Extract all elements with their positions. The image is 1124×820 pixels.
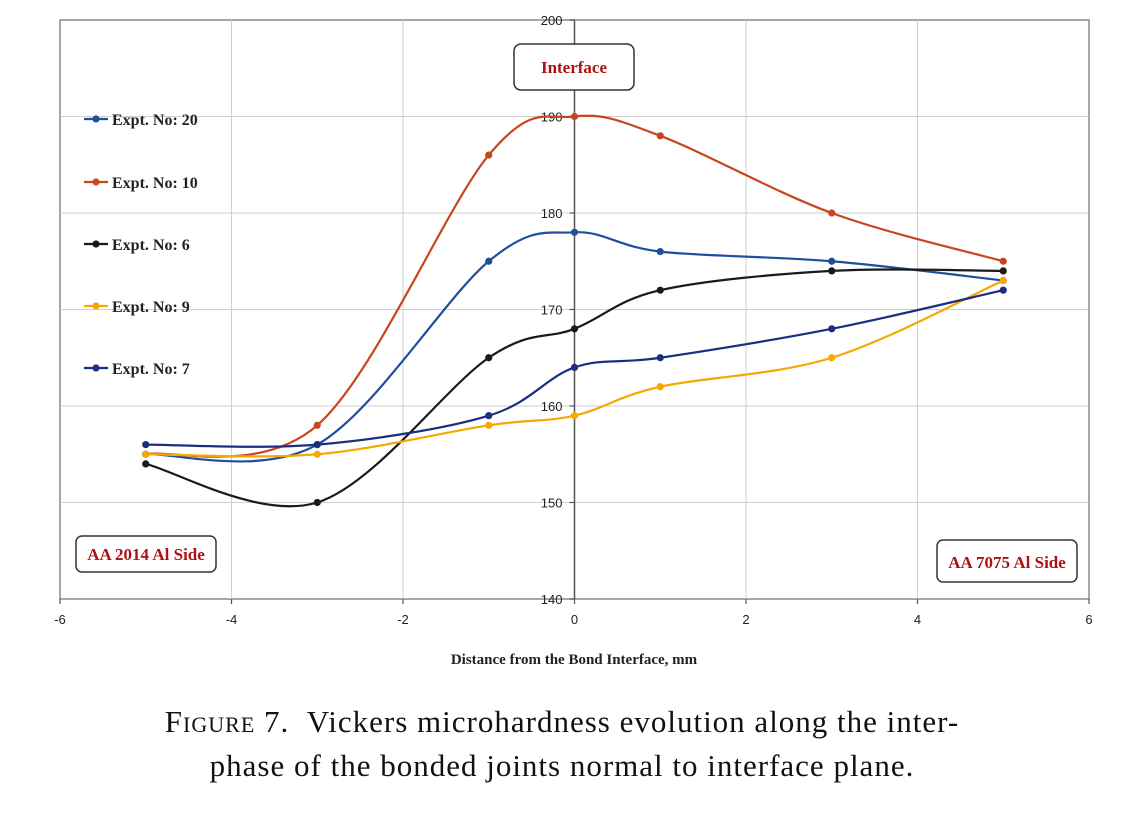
x-tick-label: -4	[226, 612, 238, 627]
data-point	[570, 363, 579, 371]
y-tick-label: 150	[541, 496, 563, 511]
legend-label: Expt. No: 9	[112, 299, 190, 316]
caption-text-line2: phase of the bonded joints normal to int…	[209, 748, 915, 783]
data-point	[656, 286, 664, 294]
data-point	[485, 412, 493, 420]
data-point	[313, 441, 321, 449]
data-point	[485, 151, 493, 159]
data-point	[485, 421, 493, 429]
data-point	[999, 267, 1007, 275]
legend-item: Expt. No: 7	[84, 361, 190, 378]
x-tick-label: -2	[397, 612, 409, 627]
legend-item: Expt. No: 6	[84, 237, 190, 254]
x-tick-label: 2	[742, 612, 749, 627]
caption-label: Figure 7.	[164, 704, 290, 739]
data-point	[999, 276, 1007, 285]
data-point	[828, 257, 836, 265]
legend-marker	[92, 364, 100, 372]
y-tick-label: 140	[541, 592, 563, 607]
data-point	[142, 460, 150, 468]
interface-annotation: Interface	[513, 43, 635, 91]
legend-label: Expt. No: 7	[112, 361, 190, 378]
data-point	[570, 112, 579, 121]
data-point	[656, 132, 664, 140]
data-point	[313, 450, 321, 458]
right-side-label: AA 7075 Al Side	[948, 553, 1066, 572]
y-tick-label: 180	[541, 206, 563, 221]
figure-caption: Figure 7. Vickers microhardness evolutio…	[0, 700, 1124, 788]
x-tick-label: 4	[914, 612, 921, 627]
legend-item: Expt. No: 20	[84, 112, 198, 129]
y-tick-label: 170	[541, 303, 563, 318]
interface-label: Interface	[541, 58, 608, 77]
right-side-annotation: AA 7075 Al Side	[936, 539, 1078, 583]
data-point	[570, 325, 579, 333]
legend-marker	[92, 115, 100, 123]
data-point	[828, 354, 836, 362]
data-point	[142, 450, 150, 458]
left-side-annotation: AA 2014 Al Side	[75, 535, 217, 573]
y-tick-label: 200	[541, 13, 563, 28]
legend-marker	[92, 302, 100, 310]
legend-marker	[92, 240, 100, 248]
x-axis-title: Distance from the Bond Interface, mm	[451, 652, 698, 668]
legend-item: Expt. No: 10	[84, 175, 198, 192]
data-point	[313, 421, 321, 429]
x-tick-label: 0	[571, 612, 578, 627]
data-point	[828, 209, 836, 217]
x-tick-label: -6	[54, 612, 66, 627]
data-point	[485, 354, 493, 362]
data-point	[313, 498, 321, 507]
x-tick-label: 6	[1085, 612, 1092, 627]
legend-item: Expt. No: 9	[84, 299, 190, 316]
legend-label: Expt. No: 6	[112, 237, 190, 254]
caption-text: Vickers microhardness evolution along th…	[306, 704, 960, 739]
series-3	[142, 267, 1007, 508]
data-point	[828, 325, 836, 333]
series-4	[142, 276, 1007, 458]
series-lines	[142, 112, 1007, 508]
data-point	[999, 286, 1007, 294]
series-5	[142, 286, 1007, 449]
data-point	[656, 383, 664, 391]
data-point	[656, 354, 664, 362]
data-point	[570, 412, 579, 420]
data-point	[485, 257, 493, 265]
legend-label: Expt. No: 10	[112, 175, 198, 192]
data-point	[828, 267, 836, 275]
legend-label: Expt. No: 20	[112, 112, 198, 129]
data-point	[142, 441, 150, 449]
data-point	[570, 228, 579, 236]
y-tick-label: 160	[541, 399, 563, 414]
left-side-label: AA 2014 Al Side	[87, 545, 205, 564]
legend-marker	[92, 178, 100, 186]
data-point	[999, 257, 1007, 265]
data-point	[656, 248, 664, 256]
legend: Expt. No: 20 Expt. No: 10 Expt. No: 6 Expt.…	[84, 112, 198, 378]
